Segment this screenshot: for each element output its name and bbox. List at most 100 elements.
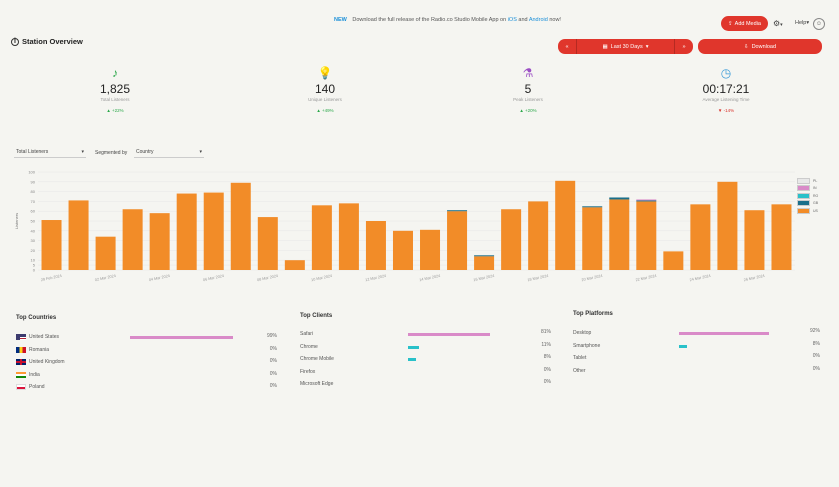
bar-us[interactable] bbox=[447, 211, 468, 270]
list-item-label: Tablet bbox=[573, 355, 587, 361]
bar-gb[interactable] bbox=[474, 255, 495, 257]
list-item-label: Romania bbox=[29, 346, 50, 353]
list-item: India bbox=[16, 371, 40, 378]
flask-icon: ⚗ bbox=[522, 66, 534, 80]
percentage-value: 92% bbox=[809, 328, 820, 334]
bar-us[interactable] bbox=[528, 201, 549, 270]
next-range-button[interactable]: » bbox=[674, 39, 693, 54]
bar-us[interactable] bbox=[257, 217, 278, 270]
bulb-icon: 💡 bbox=[317, 66, 333, 80]
page-title-text: Station Overview bbox=[22, 37, 83, 46]
help-menu[interactable]: Help▾ bbox=[795, 20, 809, 26]
percentage-bar bbox=[679, 344, 687, 348]
bar-us[interactable] bbox=[690, 204, 711, 270]
date-range-label: Last 30 Days bbox=[610, 43, 643, 50]
legend-swatch bbox=[797, 192, 810, 199]
segment-select-value: Country bbox=[136, 149, 154, 155]
bar-us[interactable] bbox=[338, 203, 359, 270]
bar-us[interactable] bbox=[149, 213, 170, 270]
stat-change: ▼ -14% bbox=[666, 108, 786, 113]
stat-card: ◷ 00:17:21 Average Listening Time ▼ -14% bbox=[666, 66, 786, 113]
previous-range-button[interactable]: « bbox=[558, 39, 577, 54]
date-range-dropdown[interactable]: ▦ Last 30 Days ▾ bbox=[577, 39, 674, 54]
bar-us[interactable] bbox=[663, 251, 684, 270]
bar-us[interactable] bbox=[311, 205, 332, 270]
gear-icon: ⚙ bbox=[773, 19, 781, 28]
legend-item[interactable]: IN bbox=[797, 185, 818, 193]
headphones-icon: ♪ bbox=[112, 66, 118, 80]
arrow-up-icon: ▲ bbox=[316, 108, 321, 113]
y-tick-label: 5 bbox=[33, 263, 36, 268]
bar-gb[interactable] bbox=[447, 210, 468, 212]
user-avatar[interactable]: ☺ bbox=[813, 18, 825, 30]
settings-menu[interactable]: ⚙▾ bbox=[773, 19, 783, 28]
chevron-down-icon: ▾ bbox=[645, 43, 649, 50]
stat-card: ⚗ 5 Peak Listeners ▲ +20% bbox=[468, 66, 588, 113]
stat-label: Total Listeners bbox=[100, 97, 130, 102]
list-item: Smartphone bbox=[573, 343, 600, 349]
bar-us[interactable] bbox=[717, 181, 738, 270]
x-tick-label: 18 Mar 2024 bbox=[527, 274, 549, 282]
bar-us[interactable] bbox=[95, 236, 116, 270]
bar-us[interactable] bbox=[122, 209, 143, 270]
legend-swatch bbox=[797, 200, 810, 207]
info-icon: i bbox=[11, 37, 19, 46]
bar-us[interactable] bbox=[501, 209, 522, 270]
bar-us[interactable] bbox=[365, 221, 386, 270]
list-item: Firefox bbox=[300, 369, 315, 375]
legend-item[interactable]: PL bbox=[797, 177, 818, 185]
bar-us[interactable] bbox=[555, 180, 576, 270]
announcement-banner: NEW Download the full release of the Rad… bbox=[334, 17, 561, 23]
ios-link[interactable]: iOS bbox=[507, 17, 517, 23]
bar-us[interactable] bbox=[68, 200, 89, 270]
bar-us[interactable] bbox=[582, 207, 603, 270]
bar-us[interactable] bbox=[41, 220, 62, 270]
download-button[interactable]: ⇩ Download bbox=[698, 39, 822, 54]
bar-us[interactable] bbox=[176, 193, 197, 270]
bar-us[interactable] bbox=[420, 229, 441, 270]
legend-item[interactable]: RO bbox=[797, 192, 818, 200]
android-link[interactable]: Android bbox=[528, 17, 548, 23]
x-tick-label: 02 Mar 2024 bbox=[95, 274, 117, 282]
arrow-up-icon: ▲ bbox=[519, 108, 524, 113]
new-badge: NEW bbox=[334, 17, 347, 23]
help-label: Help bbox=[795, 20, 807, 26]
segment-select[interactable]: Country ▾ bbox=[134, 147, 204, 158]
stat-change-value: +20% bbox=[525, 108, 537, 113]
legend-label: GB bbox=[813, 201, 819, 206]
x-tick-label: 04 Mar 2024 bbox=[149, 274, 171, 282]
bar-us[interactable] bbox=[203, 192, 224, 270]
top-clients-title: Top Clients bbox=[300, 313, 333, 319]
list-item: Other bbox=[573, 368, 586, 374]
stat-card: 💡 140 Unique Listeners ▲ +49% bbox=[265, 66, 385, 113]
arrow-down-icon: ▼ bbox=[717, 108, 723, 113]
bar-us[interactable] bbox=[744, 210, 765, 270]
list-item: Microsoft Edge bbox=[300, 381, 333, 387]
add-media-button[interactable]: ⇪ Add Media bbox=[721, 16, 768, 31]
metric-select[interactable]: Total Listeners ▾ bbox=[14, 147, 86, 158]
bar-us[interactable] bbox=[609, 199, 630, 270]
bar-us[interactable] bbox=[392, 230, 413, 270]
bar-us[interactable] bbox=[474, 256, 495, 270]
bar-us[interactable] bbox=[636, 201, 657, 270]
bar-gb[interactable] bbox=[609, 197, 630, 200]
bar-gb[interactable] bbox=[582, 206, 603, 208]
list-item-label: Desktop bbox=[573, 330, 592, 336]
segmented-by-label: Segmented by bbox=[95, 150, 128, 156]
stat-label: Unique Listeners bbox=[308, 97, 342, 102]
list-item: Tablet bbox=[573, 355, 586, 361]
list-item-label: United Kingdom bbox=[29, 359, 65, 365]
bar-us[interactable] bbox=[284, 260, 305, 270]
percentage-bar bbox=[130, 336, 233, 339]
legend-item[interactable]: US bbox=[797, 207, 818, 215]
bar-us[interactable] bbox=[230, 182, 251, 270]
list-item-label: United States bbox=[29, 334, 60, 340]
percentage-value: 0% bbox=[543, 366, 551, 373]
bar-in[interactable] bbox=[636, 199, 657, 201]
y-tick-label: 80 bbox=[31, 189, 36, 194]
bar-gb[interactable] bbox=[636, 200, 657, 202]
stat-value: 140 bbox=[314, 82, 336, 96]
bar-us[interactable] bbox=[771, 204, 792, 270]
legend-item[interactable]: GB bbox=[797, 200, 818, 208]
stat-change-value: +49% bbox=[322, 108, 334, 113]
